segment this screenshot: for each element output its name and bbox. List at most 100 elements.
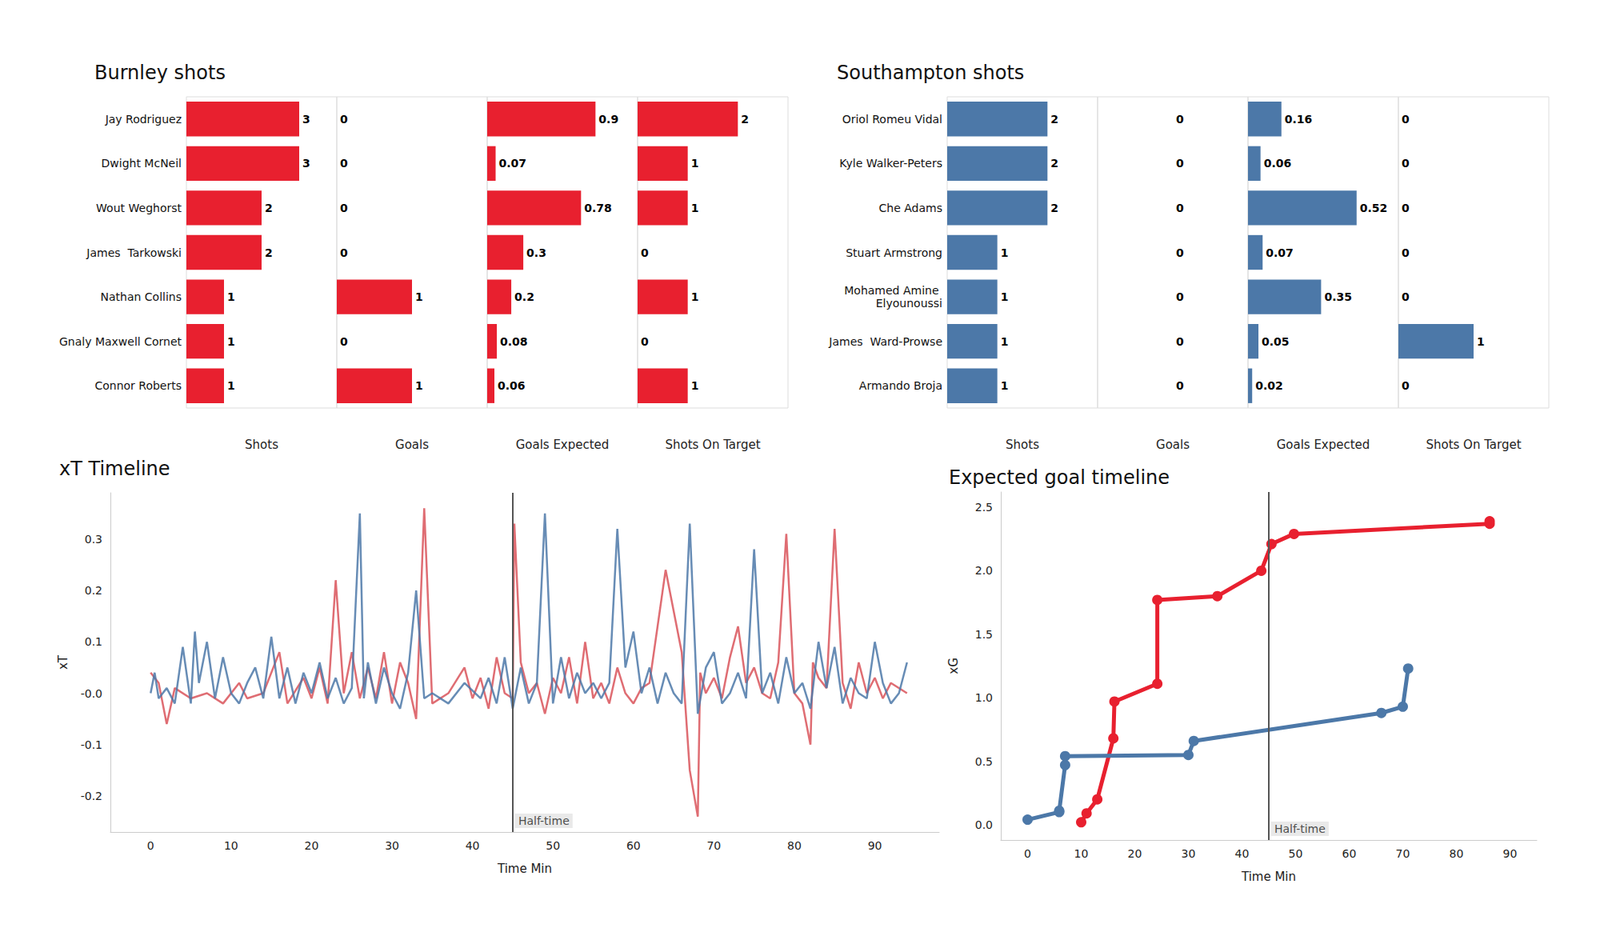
- svg-text:Jay Rodriguez: Jay Rodriguez: [104, 112, 182, 126]
- svg-text:40: 40: [465, 839, 480, 852]
- svg-text:Half-time: Half-time: [518, 814, 570, 828]
- svg-text:1: 1: [691, 201, 700, 215]
- svg-text:0.1: 0.1: [84, 635, 103, 648]
- svg-text:Expected goal timeline: Expected goal timeline: [948, 466, 1170, 489]
- svg-text:1: 1: [1000, 335, 1009, 348]
- svg-text:20: 20: [1128, 847, 1143, 860]
- svg-text:James Ward-Prowse: James Ward-Prowse: [828, 335, 943, 348]
- svg-text:Wout Weghorst: Wout Weghorst: [96, 201, 182, 215]
- svg-text:1: 1: [1476, 335, 1485, 348]
- svg-text:Connor Roberts: Connor Roberts: [94, 379, 182, 392]
- svg-text:0.5: 0.5: [975, 755, 993, 768]
- svg-text:3: 3: [302, 112, 311, 126]
- svg-text:Gnaly Maxwell Cornet: Gnaly Maxwell Cornet: [59, 335, 182, 348]
- svg-text:Kyle Walker-Peters: Kyle Walker-Peters: [839, 156, 943, 170]
- svg-text:0.05: 0.05: [1261, 335, 1290, 348]
- svg-text:0: 0: [147, 839, 155, 852]
- svg-text:1: 1: [1000, 379, 1009, 392]
- svg-text:60: 60: [1342, 847, 1357, 860]
- svg-text:Time Min: Time Min: [1240, 869, 1296, 884]
- svg-text:0.0: 0.0: [975, 818, 993, 832]
- svg-text:0.78: 0.78: [584, 201, 612, 215]
- svg-text:0: 0: [340, 201, 348, 215]
- svg-text:30: 30: [1181, 847, 1196, 860]
- svg-text:2: 2: [264, 201, 273, 215]
- svg-text:Shots On Target: Shots On Target: [1425, 437, 1521, 452]
- svg-text:50: 50: [1288, 847, 1304, 860]
- svg-text:Che Adams: Che Adams: [879, 201, 943, 215]
- svg-text:0.2: 0.2: [514, 290, 535, 304]
- svg-text:Armando Broja: Armando Broja: [859, 379, 943, 392]
- svg-text:80: 80: [787, 839, 802, 852]
- svg-text:40: 40: [1235, 847, 1250, 860]
- svg-text:90: 90: [868, 839, 883, 852]
- svg-text:1: 1: [1000, 290, 1009, 304]
- svg-text:Dwight McNeil: Dwight McNeil: [101, 156, 182, 170]
- svg-text:Burnley shots: Burnley shots: [94, 61, 226, 84]
- svg-text:0: 0: [1401, 201, 1410, 215]
- svg-text:80: 80: [1449, 847, 1464, 860]
- svg-text:-0.1: -0.1: [80, 738, 103, 752]
- svg-text:Goals: Goals: [1156, 437, 1190, 452]
- svg-text:Elyounoussi: Elyounoussi: [876, 296, 943, 310]
- svg-text:Shots On Target: Shots On Target: [664, 437, 760, 452]
- svg-text:30: 30: [384, 839, 400, 852]
- svg-text:0: 0: [1176, 379, 1184, 392]
- svg-text:20: 20: [304, 839, 320, 852]
- svg-text:Half-time: Half-time: [1274, 822, 1326, 836]
- svg-text:0: 0: [340, 246, 348, 260]
- svg-text:Goals Expected: Goals Expected: [516, 437, 610, 452]
- svg-text:50: 50: [545, 839, 560, 852]
- svg-text:1.0: 1.0: [975, 691, 993, 704]
- svg-text:70: 70: [1396, 847, 1411, 860]
- svg-text:Shots: Shots: [1005, 437, 1040, 452]
- svg-text:0: 0: [340, 335, 348, 348]
- svg-text:0: 0: [1176, 290, 1184, 304]
- svg-text:0: 0: [1176, 112, 1184, 126]
- svg-text:1: 1: [415, 290, 424, 304]
- svg-text:1: 1: [691, 156, 700, 170]
- svg-text:xT Timeline: xT Timeline: [59, 457, 171, 480]
- svg-text:0: 0: [1401, 290, 1410, 304]
- svg-text:1: 1: [1000, 246, 1009, 260]
- svg-text:2: 2: [264, 246, 273, 260]
- svg-text:0: 0: [340, 156, 348, 170]
- svg-text:1: 1: [227, 290, 236, 304]
- svg-text:90: 90: [1503, 847, 1518, 860]
- svg-text:2.5: 2.5: [975, 500, 993, 514]
- svg-text:xG: xG: [946, 657, 961, 675]
- svg-text:0.02: 0.02: [1255, 379, 1284, 392]
- svg-text:0: 0: [1176, 201, 1184, 215]
- svg-text:0: 0: [640, 246, 649, 260]
- svg-text:0.3: 0.3: [526, 246, 547, 260]
- svg-text:0.06: 0.06: [1264, 156, 1292, 170]
- svg-text:2: 2: [1050, 201, 1059, 215]
- svg-text:Goals: Goals: [395, 437, 429, 452]
- svg-text:Nathan Collins: Nathan Collins: [100, 290, 183, 304]
- svg-text:0: 0: [1401, 156, 1410, 170]
- svg-text:0.9: 0.9: [598, 112, 619, 126]
- svg-text:0.06: 0.06: [497, 379, 526, 392]
- svg-text:James Tarkowski: James Tarkowski: [85, 246, 182, 260]
- svg-text:Goals Expected: Goals Expected: [1276, 437, 1371, 452]
- svg-text:0: 0: [1176, 335, 1184, 348]
- svg-text:-0.0: -0.0: [80, 687, 103, 700]
- svg-text:2: 2: [1050, 112, 1059, 126]
- svg-text:Mohamed Amine: Mohamed Amine: [844, 284, 943, 297]
- svg-text:10: 10: [1074, 847, 1089, 860]
- svg-text:xT: xT: [56, 654, 71, 670]
- svg-text:Oriol Romeu Vidal: Oriol Romeu Vidal: [842, 112, 943, 126]
- svg-text:1: 1: [691, 290, 700, 304]
- svg-text:0.16: 0.16: [1284, 112, 1313, 126]
- svg-text:0: 0: [640, 335, 649, 348]
- svg-text:0: 0: [1401, 379, 1410, 392]
- svg-text:-0.2: -0.2: [80, 789, 103, 803]
- svg-text:Time Min: Time Min: [496, 861, 552, 876]
- svg-text:Southampton shots: Southampton shots: [836, 61, 1024, 84]
- svg-text:0.07: 0.07: [1265, 246, 1294, 260]
- svg-text:2: 2: [1050, 156, 1059, 170]
- svg-text:0: 0: [1176, 246, 1184, 260]
- svg-text:1.5: 1.5: [975, 628, 993, 641]
- svg-text:0.52: 0.52: [1360, 201, 1388, 215]
- svg-text:2.0: 2.0: [975, 564, 993, 577]
